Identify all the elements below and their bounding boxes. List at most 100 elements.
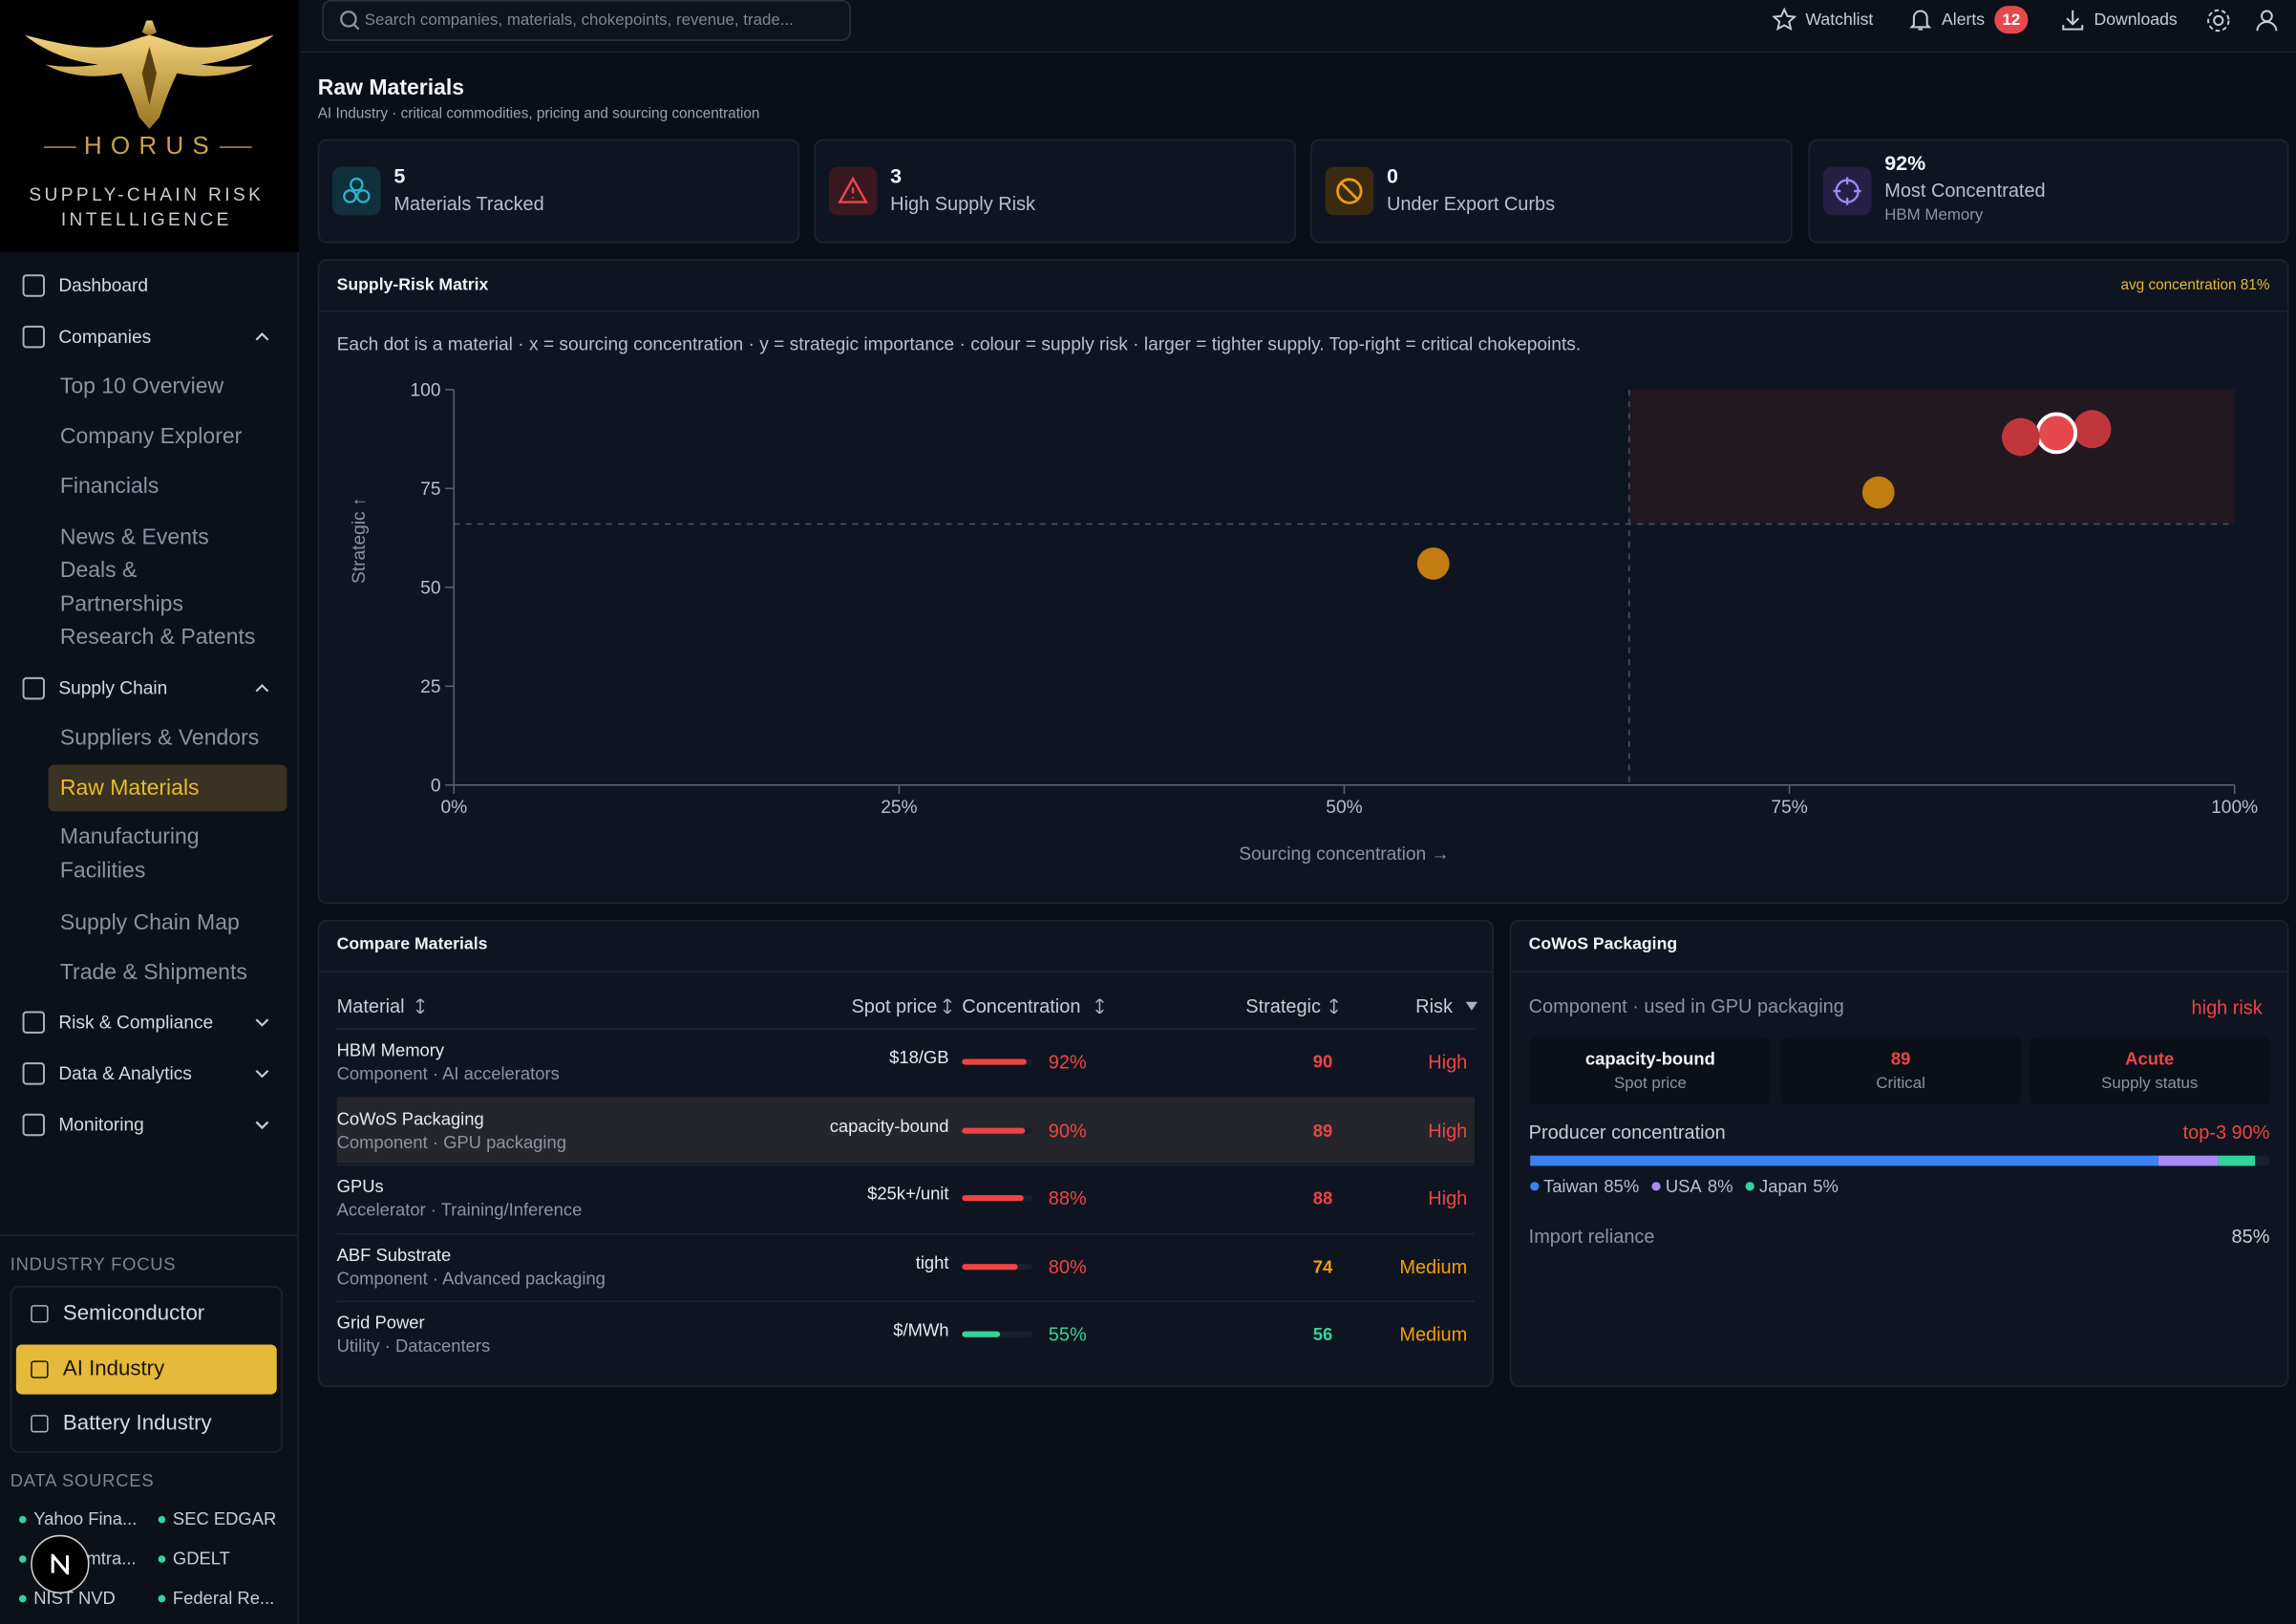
chevron[interactable] [255,1018,269,1027]
nav-subitem[interactable]: Research & Patents [59,624,256,650]
downloads-link[interactable]: Downloads [2094,11,2178,30]
nav-subitem[interactable]: Top 10 Overview [59,374,224,399]
matrix-panel [317,259,2289,904]
nav-item[interactable]: Data & Analytics [58,1063,192,1084]
nav-item[interactable]: Risk & Compliance [58,1012,214,1033]
kpi-label: Most Concentrated [1884,179,2046,202]
chevron[interactable] [255,684,269,693]
kpi-glyph [1336,178,1363,204]
y-tick-label: 25 [420,677,440,697]
column-header[interactable]: Spot price [851,994,938,1017]
column-header[interactable]: Material [336,994,405,1017]
concentration-bar [962,1195,1025,1202]
chevron-path [255,1121,269,1130]
column-header[interactable]: Risk [1415,994,1453,1017]
nav-icon [22,676,45,700]
material-point[interactable] [2002,417,2040,457]
sort-icon[interactable] [415,998,426,1014]
nav-active-bg [48,764,287,812]
focus-active-bg [15,1343,277,1394]
sort-icon[interactable] [942,998,953,1014]
nav-subitem[interactable]: Raw Materials [59,775,200,801]
divider [319,310,2287,312]
nav-subitem[interactable]: Trade & Shipments [59,960,247,986]
row-highlight [336,1097,1475,1164]
chevron[interactable] [255,1069,269,1079]
nav-subitem[interactable]: Deals & Partnerships [59,558,183,617]
legend-dot [1530,1182,1540,1191]
share-segment [2158,1155,2219,1166]
sort-glyph [1465,1001,1478,1011]
detail-cell-label: Critical [1876,1075,1925,1093]
concentration-bar [962,1126,1026,1133]
strategic-value: 56 [1312,1324,1333,1345]
row-divider [336,1164,1475,1166]
sort-icon[interactable] [1465,999,1478,1014]
nav-item[interactable]: Companies [58,326,152,348]
material-subtitle: Accelerator · Training/Inference [336,1199,583,1221]
focus-item[interactable]: Semiconductor [62,1302,205,1326]
material-point[interactable] [2073,410,2112,449]
x-tick-label: 25% [881,798,917,818]
source-item: NIST NVD [33,1587,116,1609]
nav-subitem[interactable]: Manufacturing Facilities [59,824,200,884]
divider [319,971,1493,973]
logo-eagle [25,20,274,129]
material-point[interactable] [1861,476,1895,509]
source-item: SEC EDGAR [172,1508,277,1529]
material-name[interactable]: GPUs [336,1176,384,1197]
section-title: INDUSTRY FOCUS [10,1253,177,1274]
tagline: INTELLIGENCE [60,209,232,230]
sort-icon[interactable] [1329,998,1340,1014]
column-header[interactable]: Strategic [1245,994,1321,1017]
material-point[interactable] [1416,547,1450,580]
kpi-glyph [343,177,371,203]
strategic-value: 90 [1312,1051,1333,1073]
kpi-note: HBM Memory [1884,206,1984,224]
search-box[interactable] [322,0,851,41]
column-header[interactable]: Concentration [962,994,1081,1017]
nav-subitem[interactable]: News & Events [59,524,209,550]
share-segment [1530,1155,2159,1166]
material-name[interactable]: Grid Power [336,1312,425,1334]
nav-icon-shape [22,1011,45,1034]
nav-item[interactable]: Monitoring [58,1114,144,1136]
search-placeholder[interactable]: Search companies, materials, chokepoints… [364,11,794,30]
settings-icon[interactable] [2205,8,2232,34]
alerts-link[interactable]: Alerts [1942,11,1986,30]
panel-title: CoWoS Packaging [1528,935,1678,954]
strategic-value: 88 [1312,1187,1333,1208]
nav-subitem[interactable]: Company Explorer [59,423,243,449]
watchlist-icon[interactable] [1772,7,1797,32]
sort-icon[interactable] [1094,998,1105,1014]
risk-value: High [1428,1051,1468,1074]
material-subtitle: Component · GPU packaging [336,1131,566,1152]
alerts-icon[interactable] [1908,8,1933,32]
user-icon[interactable] [2254,8,2281,34]
legend-name: USA [1665,1176,1702,1197]
material-name[interactable]: CoWoS Packaging [336,1107,484,1129]
page-title: Raw Materials [317,75,465,101]
kpi-card [814,139,1296,244]
downloads-icon[interactable] [2060,8,2085,32]
spot-price: $18/GB [889,1047,949,1068]
focus-item[interactable]: AI Industry [62,1357,165,1381]
watchlist-link[interactable]: Watchlist [1805,11,1874,30]
nav-icon-shape [22,274,45,297]
row-divider [336,1300,1475,1303]
nav-subitem[interactable]: Suppliers & Vendors [59,725,260,751]
import-value: 85% [2231,1225,2270,1248]
nav-subitem[interactable]: Supply Chain Map [59,909,240,935]
material-point[interactable] [2035,412,2078,455]
nav-subitem[interactable]: Financials [59,473,159,500]
kpi-glyph [1833,177,1861,205]
focus-item[interactable]: Battery Industry [62,1412,212,1436]
chevron[interactable] [255,332,269,341]
chevron[interactable] [255,1121,269,1130]
nav-item[interactable]: Dashboard [58,275,149,296]
nav-item[interactable]: Supply Chain [58,677,168,699]
focus-box [10,1286,283,1453]
material-name[interactable]: HBM Memory [336,1039,445,1061]
material-name[interactable]: ABF Substrate [336,1244,452,1265]
nav-icon-shape [22,1062,45,1085]
